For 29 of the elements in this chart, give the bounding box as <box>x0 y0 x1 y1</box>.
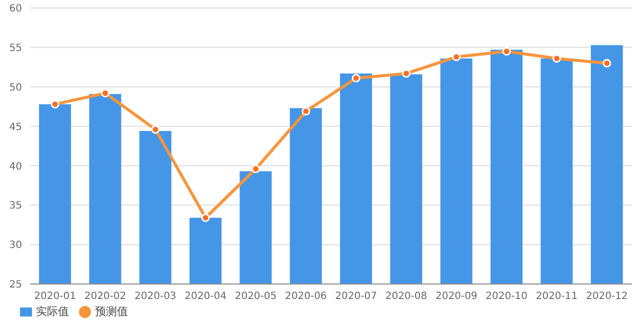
point <box>302 107 310 116</box>
y-tick-label: 30 <box>9 240 22 252</box>
point <box>602 58 612 68</box>
x-tick-label: 2020-12 <box>586 291 628 302</box>
x-tick-label: 2020-09 <box>436 291 478 302</box>
y-tick-label: 35 <box>9 200 22 212</box>
y-tick-label: 25 <box>9 280 22 291</box>
x-tick-label: 2020-05 <box>234 291 277 302</box>
x-tick-label: 2020-11 <box>536 291 578 302</box>
x-tick-label: 2020-02 <box>84 291 126 302</box>
x-tick-label: 2020-03 <box>134 291 176 302</box>
legend-label: 实际值 <box>36 305 69 318</box>
y-tick-label: 45 <box>9 122 22 133</box>
x-tick-label: 2020-01 <box>34 291 76 302</box>
y-tick-label: 40 <box>9 161 22 172</box>
point <box>352 74 360 82</box>
legend-label: 预测值 <box>95 305 128 318</box>
x-tick-label: 2020-06 <box>285 291 327 302</box>
y-tick-label: 55 <box>9 42 22 54</box>
x-tick-label: 2020-07 <box>335 291 377 302</box>
y-tick-label: 50 <box>9 82 22 94</box>
x-tick-label: 2020-08 <box>385 291 428 302</box>
y-tick-label: 60 <box>9 4 22 15</box>
x-tick-label: 2020-04 <box>184 291 226 302</box>
x-tick-label: 2020-10 <box>486 291 528 302</box>
point <box>252 164 260 174</box>
point <box>201 214 210 222</box>
point <box>502 47 511 56</box>
point <box>151 125 160 134</box>
